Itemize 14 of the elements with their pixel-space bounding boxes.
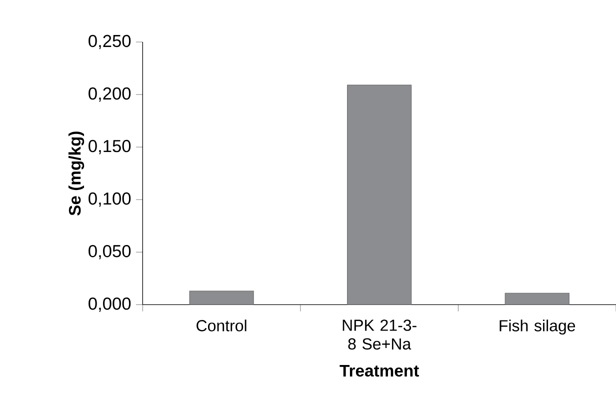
y-axis-title: Se (mg/kg) [68, 132, 84, 216]
y-tick-label: 0,050 [88, 244, 131, 260]
bar [347, 84, 412, 305]
y-tick-label: 0,000 [88, 298, 131, 312]
x-tick-label: Control [196, 320, 246, 332]
y-tick-label: 0,100 [88, 192, 131, 207]
x-tick-label: NPK 21-3-8 Se+Na [342, 320, 416, 350]
bar [504, 292, 570, 305]
x-axis-title: Treatment [340, 364, 419, 377]
y-tick-label: 0,200 [88, 87, 131, 102]
y-tick-label: 0,150 [88, 140, 131, 154]
y-tick-label: 0,250 [88, 34, 131, 50]
bar [189, 290, 254, 305]
x-tick-label: Fish silage [500, 320, 576, 335]
